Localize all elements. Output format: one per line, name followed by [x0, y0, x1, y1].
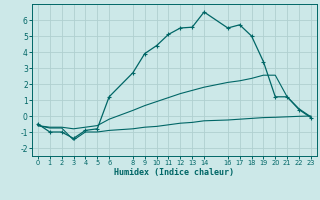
X-axis label: Humidex (Indice chaleur): Humidex (Indice chaleur)	[115, 168, 234, 177]
